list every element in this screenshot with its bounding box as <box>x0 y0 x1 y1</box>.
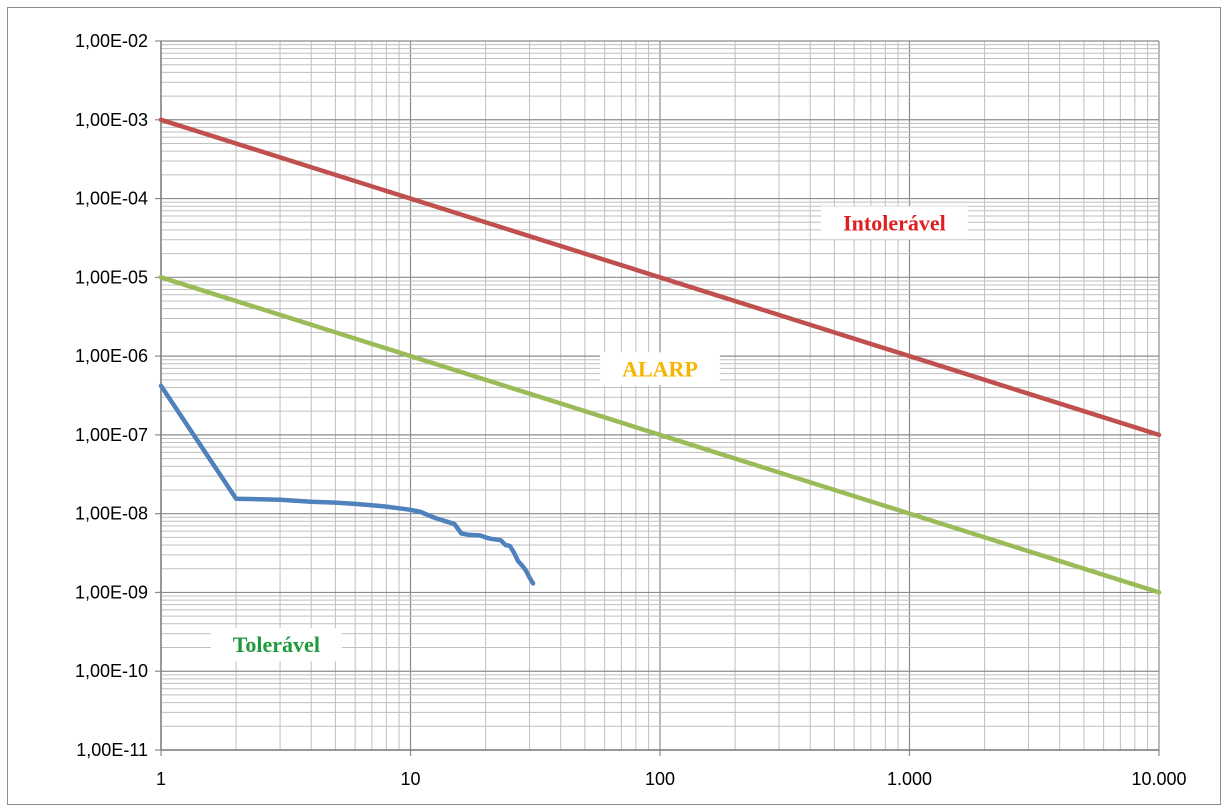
chart-frame <box>7 7 1221 805</box>
labels: 1,00E-02 1,00E-03 1,00E-04 1,00E-05 1,00E-06… <box>75 31 1187 789</box>
x-tick-label: 100 <box>645 769 675 789</box>
annotation-background <box>210 628 342 662</box>
x-tick-label: 10.000 <box>1131 769 1186 789</box>
y-tick-label: 1,00E-06 <box>75 346 148 366</box>
y-tick-label: 1,00E-05 <box>75 267 148 287</box>
y-tick-label: 1,00E-03 <box>75 110 148 130</box>
x-tick-label: 1 <box>156 769 166 789</box>
y-tick-label: 1,00E-04 <box>75 189 148 209</box>
grid <box>160 40 1160 751</box>
annotation-label: Tolerável <box>233 632 320 657</box>
annotation-background <box>600 352 720 386</box>
annotation-background <box>821 206 968 240</box>
series-layer <box>158 117 1162 595</box>
y-tick-label: 1,00E-08 <box>75 504 148 524</box>
y-tick-label: 1,00E-02 <box>75 31 148 51</box>
y-tick-label: 1,00E-10 <box>75 661 148 681</box>
annotation-label: ALARP <box>622 356 698 381</box>
series-line-3 <box>158 383 536 586</box>
annotation-label: Intolerável <box>843 210 946 235</box>
y-tick-label: 1,00E-09 <box>75 582 148 602</box>
series-line-2 <box>158 275 1162 595</box>
y-tick-label: 1,00E-11 <box>76 740 148 760</box>
series-line-1 <box>158 117 1162 438</box>
axes <box>155 40 1160 756</box>
x-tick-label: 10 <box>400 769 420 789</box>
y-tick-label: 1,00E-07 <box>75 425 148 445</box>
x-tick-label: 1.000 <box>887 769 932 789</box>
